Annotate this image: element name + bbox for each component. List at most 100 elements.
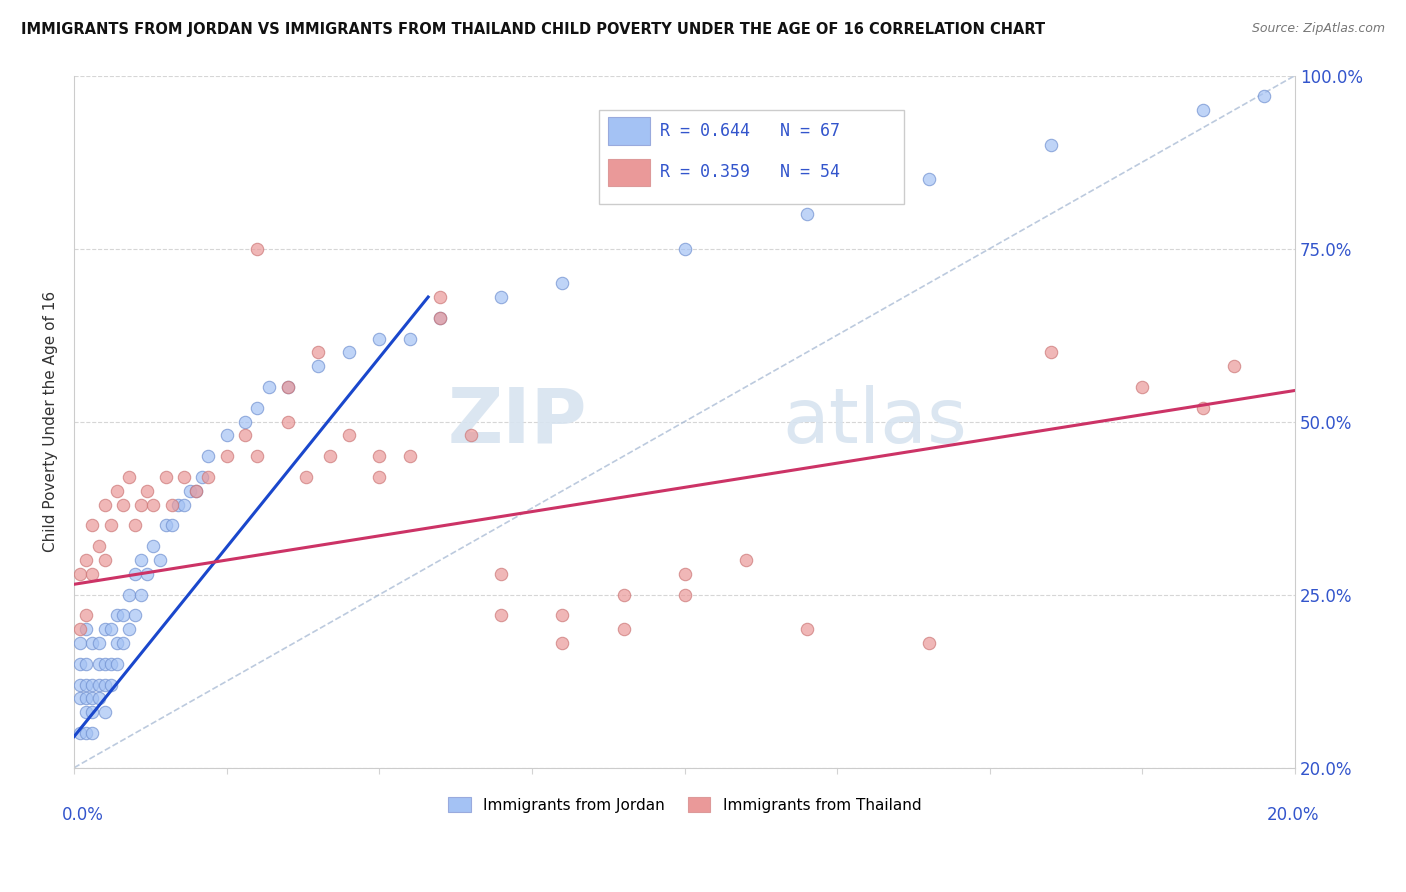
Point (1192, 401, 1215, 415)
Point (233, 415, 256, 429)
Point (398, 332, 420, 346)
Point (82, 636, 104, 650)
Point (82, 691, 104, 706)
Point (75, 678, 97, 692)
Point (75, 608, 97, 623)
Point (179, 483, 201, 498)
Point (1039, 137, 1062, 152)
Point (75, 706, 97, 720)
FancyBboxPatch shape (607, 159, 651, 186)
Point (796, 622, 818, 636)
Point (337, 345, 360, 359)
Point (124, 608, 146, 623)
Point (307, 359, 329, 374)
Point (429, 290, 451, 304)
Point (429, 310, 451, 325)
Point (93, 553, 115, 567)
Point (75, 657, 97, 671)
Point (100, 518, 122, 533)
Point (186, 483, 208, 498)
Point (398, 449, 420, 463)
Point (368, 449, 391, 463)
Text: IMMIGRANTS FROM JORDAN VS IMMIGRANTS FROM THAILAND CHILD POVERTY UNDER THE AGE O: IMMIGRANTS FROM JORDAN VS IMMIGRANTS FRO… (21, 22, 1045, 37)
Point (129, 553, 152, 567)
Point (277, 415, 299, 429)
Legend: Immigrants from Jordan, Immigrants from Thailand: Immigrants from Jordan, Immigrants from … (441, 790, 928, 819)
Point (87, 657, 110, 671)
Point (155, 470, 177, 484)
Point (93, 678, 115, 692)
Text: 0.0%: 0.0% (62, 805, 104, 824)
Point (173, 470, 195, 484)
Point (100, 657, 122, 671)
Point (612, 588, 634, 602)
FancyBboxPatch shape (599, 110, 904, 203)
FancyBboxPatch shape (607, 117, 651, 145)
Point (69, 566, 91, 581)
Point (105, 483, 128, 498)
Point (69, 691, 91, 706)
Point (1223, 359, 1246, 374)
Point (129, 498, 152, 512)
Point (491, 608, 513, 623)
Point (129, 588, 152, 602)
Point (796, 207, 818, 221)
Point (612, 622, 634, 636)
Point (368, 470, 391, 484)
Text: ZIP: ZIP (447, 384, 586, 458)
Point (429, 310, 451, 325)
Point (1253, 89, 1275, 103)
Point (87, 678, 110, 692)
Point (259, 380, 281, 394)
Point (105, 657, 128, 671)
Point (87, 539, 110, 553)
Point (491, 290, 513, 304)
Point (460, 428, 482, 442)
Point (105, 608, 128, 623)
Point (75, 691, 97, 706)
Point (93, 657, 115, 671)
Point (673, 566, 696, 581)
Point (160, 518, 183, 533)
Point (918, 636, 941, 650)
Point (307, 345, 329, 359)
Point (155, 518, 177, 533)
Point (75, 726, 97, 740)
Point (111, 608, 134, 623)
Point (87, 691, 110, 706)
Point (93, 622, 115, 636)
Point (277, 380, 299, 394)
Point (796, 152, 818, 166)
Point (551, 636, 574, 650)
Text: R = 0.644   N = 67: R = 0.644 N = 67 (661, 122, 841, 140)
Point (160, 498, 183, 512)
Point (69, 678, 91, 692)
Point (93, 706, 115, 720)
Point (186, 483, 208, 498)
Point (673, 588, 696, 602)
Point (1192, 103, 1215, 117)
Point (118, 588, 141, 602)
Point (142, 498, 165, 512)
Text: Source: ZipAtlas.com: Source: ZipAtlas.com (1251, 22, 1385, 36)
Point (173, 498, 195, 512)
Point (319, 449, 342, 463)
Point (734, 553, 756, 567)
Text: atlas: atlas (782, 384, 967, 458)
Text: 20.0%: 20.0% (1267, 805, 1319, 824)
Point (215, 428, 238, 442)
Point (233, 428, 256, 442)
Point (246, 242, 269, 256)
Point (118, 470, 141, 484)
Point (167, 498, 190, 512)
Point (918, 172, 941, 186)
Point (124, 518, 146, 533)
Point (75, 553, 97, 567)
Point (118, 622, 141, 636)
Point (69, 657, 91, 671)
Point (82, 518, 104, 533)
Text: R = 0.359   N = 54: R = 0.359 N = 54 (661, 163, 841, 181)
Point (368, 332, 391, 346)
Point (82, 566, 104, 581)
Point (246, 449, 269, 463)
